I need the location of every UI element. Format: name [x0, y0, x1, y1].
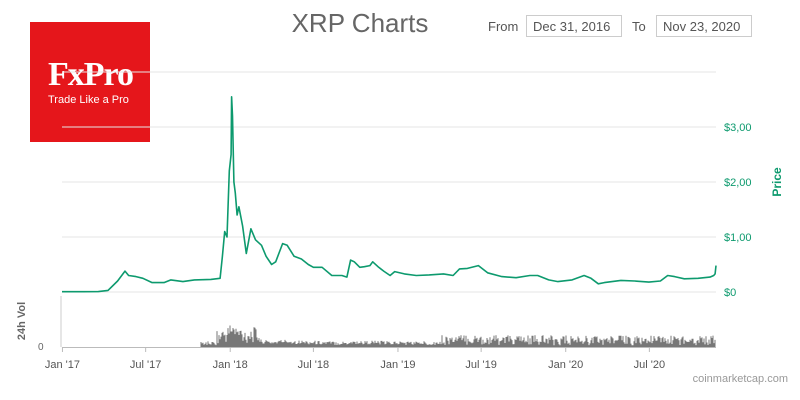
y-axis-title: Price: [770, 167, 784, 197]
y-tick-label-3: $3,00: [724, 122, 752, 134]
to-label: To: [632, 19, 646, 34]
from-label: From: [488, 19, 519, 34]
source-credit[interactable]: coinmarketcap.com: [692, 373, 788, 385]
x-tick-label-5: Jul '19: [465, 359, 496, 371]
y-tick-label-0: $0: [724, 287, 736, 299]
axes: [60, 296, 716, 352]
from-date-input[interactable]: Dec 31, 2016: [526, 15, 622, 37]
volume-axis-title: 24h Vol: [16, 302, 28, 340]
grid-lines: [62, 71, 716, 293]
x-tick-label-3: Jul '18: [298, 359, 329, 371]
x-tick-label-2: Jan '18: [213, 359, 248, 371]
x-tick-label-7: Jul '20: [634, 359, 665, 371]
logo-brand: FxPro: [48, 56, 134, 93]
x-tick-label-0: Jan '17: [45, 359, 80, 371]
price-series-line: [62, 96, 717, 293]
volume-bar-texture: [200, 325, 716, 347]
x-tick-label-4: Jan '19: [380, 359, 415, 371]
x-tick-label-1: Jul '17: [130, 359, 161, 371]
volume-bars: [200, 325, 716, 347]
to-date-input[interactable]: Nov 23, 2020: [656, 15, 752, 37]
x-tick-label-6: Jan '20: [548, 359, 583, 371]
y-tick-label-2: $2,00: [724, 177, 752, 189]
volume-tick-label-0: 0: [38, 342, 44, 353]
y-tick-label-1: $1,00: [724, 232, 752, 244]
fxpro-logo[interactable]: FxPro Trade Like a Pro: [30, 22, 150, 142]
logo-tagline: Trade Like a Pro: [48, 94, 129, 106]
chart-title: XRP Charts: [291, 8, 429, 38]
